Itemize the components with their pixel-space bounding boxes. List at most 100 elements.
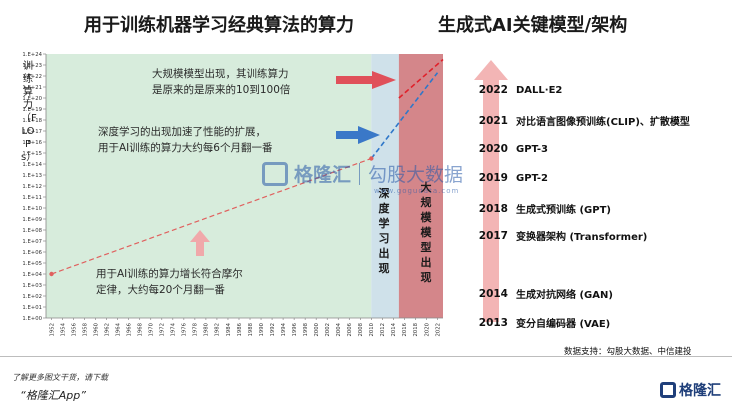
timeline-up-arrow bbox=[474, 60, 508, 322]
x-tick-label: 2004 bbox=[336, 322, 342, 336]
y-tick-label: 1.E+20 bbox=[22, 96, 42, 102]
watermark-logo-icon bbox=[262, 161, 288, 186]
timeline-model-name: GPT-3 bbox=[516, 143, 548, 155]
x-tick-label: 2022 bbox=[435, 323, 441, 336]
x-tick-label: 2000 bbox=[314, 322, 320, 336]
timeline-title: 生成式AI关键模型/架构 bbox=[438, 15, 628, 36]
timeline-year: 2017 bbox=[478, 229, 508, 242]
x-tick-label: 2020 bbox=[424, 322, 430, 336]
x-tick-label: 1962 bbox=[104, 323, 110, 336]
x-tick-label: 2010 bbox=[369, 322, 375, 336]
timeline-year: 2020 bbox=[478, 143, 508, 155]
timeline-year: 2021 bbox=[478, 114, 508, 127]
chart-title: 用于训练机器学习经典算法的算力 bbox=[84, 15, 354, 36]
y-tick-label: 1.E+05 bbox=[22, 261, 42, 267]
source-note: 数据支持：勾股大数据、中信建投 bbox=[564, 347, 692, 357]
timeline-item: 2021 对比语言图像预训练(CLIP)、扩散模型 bbox=[468, 113, 690, 129]
trend-line-1 bbox=[370, 72, 439, 159]
timeline-year: 2013 bbox=[478, 316, 508, 329]
pink-up-arrow bbox=[190, 230, 210, 256]
x-tick-label: 2006 bbox=[347, 322, 353, 336]
timeline-model-name: DALL·E2 bbox=[516, 84, 563, 96]
timeline-item: 2013 变分自编码器 (VAE) bbox=[468, 315, 611, 331]
x-tick-label: 1980 bbox=[204, 322, 210, 336]
trend-line-2 bbox=[398, 58, 444, 99]
annotation-large-models: 大规模模型出现，其训练算力 是原来的是原来的10到100倍 bbox=[152, 68, 291, 96]
y-tick-label: 1.E+23 bbox=[22, 63, 42, 69]
watermark: 格隆汇 勾股大数据 www.gogudata.com bbox=[262, 160, 463, 195]
timeline-year: 2019 bbox=[478, 172, 508, 184]
blue-right-arrow bbox=[336, 126, 380, 144]
x-tick-label: 1978 bbox=[193, 322, 199, 336]
x-tick-label: 2018 bbox=[413, 322, 419, 336]
y-tick-label: 1.E+02 bbox=[22, 294, 42, 300]
x-tick-label: 1984 bbox=[226, 322, 232, 336]
y-tick-label: 1.E+17 bbox=[22, 129, 42, 135]
x-tick-label: 1982 bbox=[215, 323, 221, 336]
x-tick-label: 1970 bbox=[149, 322, 155, 336]
x-tick-label: 2014 bbox=[391, 322, 397, 336]
plot-background bbox=[46, 54, 372, 318]
x-tick-label: 1986 bbox=[237, 322, 243, 336]
y-tick-label: 1.E+00 bbox=[22, 316, 42, 322]
gelonghui-logo-icon bbox=[660, 382, 676, 398]
y-tick-label: 1.E+08 bbox=[22, 228, 42, 234]
timeline-model-name: GPT-2 bbox=[516, 172, 548, 184]
y-tick-label: 1.E+24 bbox=[22, 52, 42, 58]
x-tick-label: 1968 bbox=[138, 322, 144, 336]
x-tick-label: 1976 bbox=[182, 322, 188, 336]
x-tick-label: 1996 bbox=[292, 322, 298, 336]
x-tick-label: 1960 bbox=[93, 322, 99, 336]
y-tick-label: 1.E+14 bbox=[22, 162, 42, 168]
trend-break-point bbox=[369, 156, 374, 161]
annotation-moores-law: 用于AI训练的算力增长符合摩尔 定律，大约每20个月翻一番 bbox=[96, 268, 243, 296]
x-tick-label: 1952 bbox=[49, 323, 55, 336]
x-tick-label: 1966 bbox=[127, 322, 133, 336]
timeline-item: 2022 DALL·E2 bbox=[468, 84, 563, 96]
timeline-item: 2019 GPT-2 bbox=[468, 172, 548, 184]
trend-start-point bbox=[49, 271, 54, 277]
y-tick-label: 1.E+10 bbox=[22, 206, 42, 212]
timeline-item: 2017 变换器架构 (Transformer) bbox=[468, 228, 648, 244]
timeline-year: 2018 bbox=[478, 202, 508, 215]
footer-logo[interactable]: 格隆汇 bbox=[660, 380, 721, 400]
y-tick-label: 1.E+04 bbox=[22, 272, 42, 278]
red-right-arrow bbox=[336, 71, 396, 89]
annotation-deep-learning: 深度学习的出现加速了性能的扩展， 用于AI训练的算力大约每6个月翻一番 bbox=[98, 126, 273, 154]
timeline-model-name: 变换器架构 (Transformer) bbox=[516, 232, 648, 243]
y-axis-label: 训练算力（FLOPs） bbox=[21, 61, 37, 163]
timeline-model-name: 生成对抗网络 (GAN) bbox=[516, 290, 613, 301]
y-tick-label: 1.E+16 bbox=[22, 140, 42, 146]
footer-divider bbox=[0, 356, 732, 357]
y-tick-label: 1.E+01 bbox=[22, 305, 42, 311]
timeline-model-name: 变分自编码器 (VAE) bbox=[516, 319, 611, 330]
y-tick-label: 1.E+21 bbox=[22, 85, 42, 91]
x-tick-label: 2012 bbox=[380, 323, 386, 336]
region-label-deep-learning: 深度学习出现 bbox=[378, 187, 390, 275]
x-tick-label: 1998 bbox=[303, 322, 309, 336]
y-tick-label: 1.E+18 bbox=[22, 118, 42, 124]
y-tick-label: 1.E+13 bbox=[22, 173, 42, 179]
footer-app-name: “格隆汇App” bbox=[20, 389, 86, 402]
timeline-year: 2022 bbox=[478, 84, 508, 96]
y-tick-label: 1.E+19 bbox=[22, 107, 42, 113]
timeline-item: 2020 GPT-3 bbox=[468, 143, 548, 155]
region-band-1 bbox=[398, 54, 443, 318]
y-tick-label: 1.E+15 bbox=[22, 151, 42, 157]
region-label-large-models: 大规模模型出现 bbox=[420, 181, 432, 284]
y-tick-label: 1.E+12 bbox=[22, 184, 42, 190]
x-tick-label: 1958 bbox=[82, 322, 88, 336]
x-tick-label: 2002 bbox=[325, 323, 331, 336]
timeline-year: 2014 bbox=[478, 287, 508, 300]
y-tick-label: 1.E+03 bbox=[22, 283, 42, 289]
x-tick-label: 1972 bbox=[160, 323, 166, 336]
timeline-model-name: 生成式预训练 (GPT) bbox=[516, 205, 611, 216]
x-tick-label: 1990 bbox=[259, 322, 265, 336]
x-tick-label: 1988 bbox=[248, 322, 254, 336]
footer-download-text: 了解更多图文干货，请下载 bbox=[12, 373, 108, 382]
y-tick-label: 1.E+07 bbox=[22, 239, 42, 245]
x-tick-label: 2008 bbox=[358, 322, 364, 336]
x-tick-label: 1954 bbox=[60, 322, 66, 336]
x-tick-label: 1992 bbox=[270, 323, 276, 336]
trend-line-0 bbox=[51, 157, 372, 275]
